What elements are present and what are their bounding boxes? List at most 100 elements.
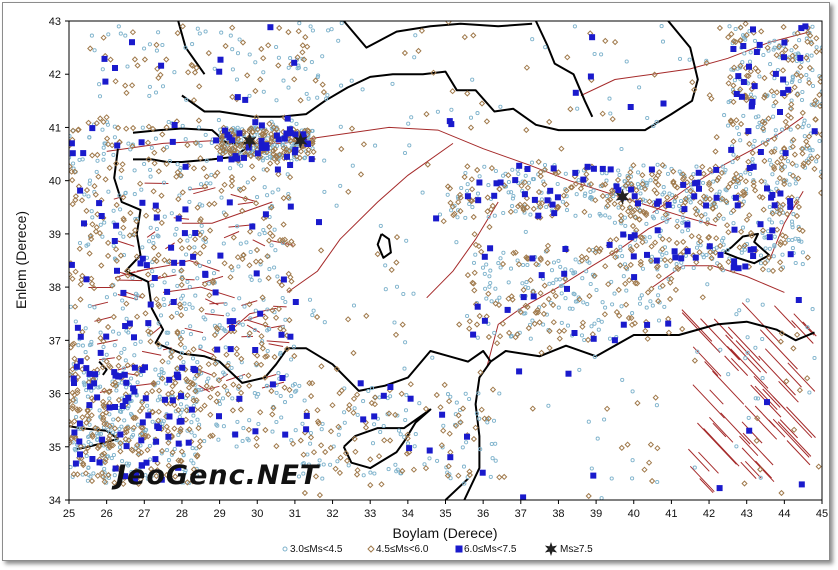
event-large [812,128,818,134]
event-large [77,188,83,194]
event-large [227,318,233,324]
event-large [222,128,228,134]
event-large [111,369,117,375]
legend-square-icon [456,546,463,553]
event-large [748,247,754,253]
event-large [142,364,148,370]
event-large [164,289,170,295]
event-large [572,170,578,176]
event-large [267,24,273,30]
event-large [535,213,541,219]
x-tick-label: 33 [364,508,376,520]
event-large [585,164,591,170]
event-large [628,104,634,110]
event-large [768,195,774,201]
event-large [284,154,290,160]
event-large [229,137,235,143]
event-large [588,74,594,80]
event-large [482,318,488,324]
y-tick-label: 42 [49,69,61,81]
event-large [696,186,702,192]
event-large [113,223,119,229]
event-large [764,185,770,191]
event-large [730,46,736,52]
event-large [287,334,293,340]
legend-label: 3.0≤Ms<4.5 [290,544,343,555]
event-large [217,253,223,259]
y-tick-label: 41 [49,122,61,134]
event-large [218,57,224,63]
event-large [666,202,672,208]
event-large [750,26,756,32]
event-large [183,164,189,170]
event-large [86,402,92,408]
event-large [102,79,108,85]
event-large [740,43,746,49]
event-large [681,206,687,212]
event-large [84,276,90,282]
event-large [550,202,556,208]
event-large [71,380,77,386]
event-large [728,147,734,153]
event-large [580,177,586,183]
event-large [693,255,699,261]
event-large [170,139,176,145]
event-large [154,214,160,220]
event-large [190,254,196,260]
legend-item: 4.5≤Ms<6.0 [368,544,429,555]
event-large [387,384,393,390]
event-large [304,413,310,419]
event-large [229,325,235,331]
event-large [692,180,698,186]
event-large [176,441,182,447]
event-large [112,238,118,244]
event-large [123,380,129,386]
event-large [448,121,454,127]
x-tick-label: 40 [628,508,640,520]
event-large [117,373,123,379]
event-large [78,334,84,340]
event-large [140,256,146,262]
event-large [672,254,678,260]
event-large [654,258,660,264]
event-large [117,432,123,438]
event-large [787,198,793,204]
event-large [156,425,162,431]
x-tick-label: 27 [138,508,150,520]
event-large [97,459,103,465]
event-large [649,167,655,173]
event-large [731,264,737,270]
x-tick-label: 42 [703,508,715,520]
event-large [781,54,787,60]
event-large [746,428,752,434]
event-large [475,197,481,203]
event-large [191,366,197,372]
event-large [162,397,168,403]
event-large [103,334,109,340]
event-large [176,216,182,222]
event-large [600,166,606,172]
event-large [107,405,113,411]
event-large [153,439,159,445]
event-large [213,137,219,143]
event-large [259,122,265,128]
event-large [232,432,238,438]
event-large [547,188,553,194]
x-tick-label: 26 [101,508,113,520]
event-large [171,260,177,266]
event-large [381,393,387,399]
event-large [684,222,690,228]
event-large [129,39,135,45]
event-large [152,275,158,281]
event-large [612,337,618,343]
event-large [71,430,77,436]
event-large [316,219,322,225]
event-large [781,40,787,46]
event-large [69,140,75,146]
event-large [189,407,195,413]
legend-label: Ms≥7.5 [560,544,593,555]
y-tick-label: 37 [49,335,61,347]
event-large [138,437,144,443]
event-large [439,412,445,418]
